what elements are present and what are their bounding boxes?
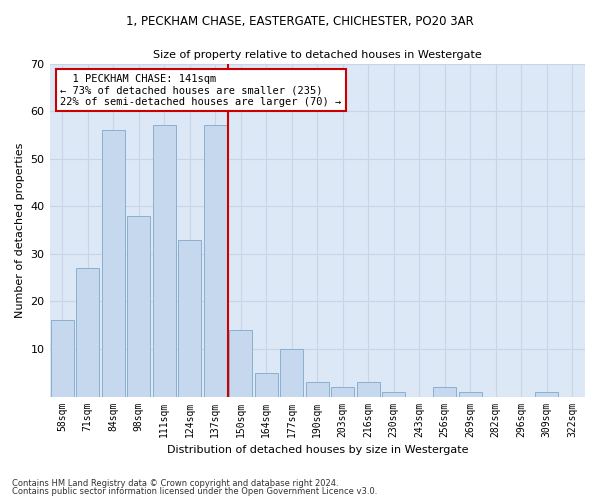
Bar bbox=[357, 382, 380, 396]
Text: 1 PECKHAM CHASE: 141sqm
← 73% of detached houses are smaller (235)
22% of semi-d: 1 PECKHAM CHASE: 141sqm ← 73% of detache… bbox=[60, 74, 341, 106]
Y-axis label: Number of detached properties: Number of detached properties bbox=[15, 142, 25, 318]
Bar bbox=[51, 320, 74, 396]
X-axis label: Distribution of detached houses by size in Westergate: Distribution of detached houses by size … bbox=[167, 445, 468, 455]
Bar bbox=[433, 387, 456, 396]
Bar bbox=[76, 268, 99, 396]
Bar bbox=[306, 382, 329, 396]
Bar bbox=[255, 373, 278, 396]
Bar bbox=[127, 216, 150, 396]
Text: Contains public sector information licensed under the Open Government Licence v3: Contains public sector information licen… bbox=[12, 487, 377, 496]
Bar bbox=[535, 392, 558, 396]
Text: Contains HM Land Registry data © Crown copyright and database right 2024.: Contains HM Land Registry data © Crown c… bbox=[12, 478, 338, 488]
Bar bbox=[229, 330, 252, 396]
Title: Size of property relative to detached houses in Westergate: Size of property relative to detached ho… bbox=[153, 50, 482, 60]
Bar bbox=[102, 130, 125, 396]
Bar bbox=[382, 392, 405, 396]
Bar bbox=[459, 392, 482, 396]
Text: 1, PECKHAM CHASE, EASTERGATE, CHICHESTER, PO20 3AR: 1, PECKHAM CHASE, EASTERGATE, CHICHESTER… bbox=[126, 15, 474, 28]
Bar bbox=[153, 126, 176, 396]
Bar bbox=[331, 387, 354, 396]
Bar bbox=[204, 126, 227, 396]
Bar bbox=[280, 349, 303, 397]
Bar bbox=[178, 240, 201, 396]
